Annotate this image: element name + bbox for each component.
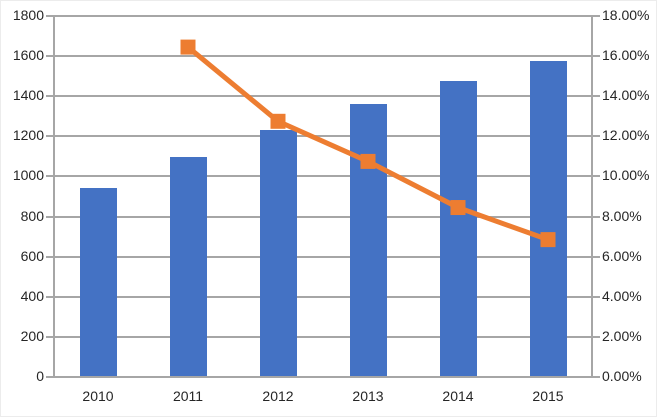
left-y-axis-tick-label: 600 (20, 247, 44, 264)
x-axis-category-label: 2015 (532, 388, 564, 404)
right-axis-tick (593, 175, 600, 178)
right-y-axis-tick-label: 16.00% (602, 47, 650, 64)
right-axis-tick (593, 135, 600, 138)
right-y-axis-tick-label: 12.00% (602, 127, 650, 144)
bar-2012 (259, 130, 297, 376)
x-axis-category-label: 2010 (82, 388, 114, 404)
left-y-axis-tick-label: 1800 (12, 7, 44, 23)
right-y-axis-tick-label: 2.00% (602, 327, 642, 344)
growth-rate-line (180, 39, 556, 248)
bar-2015 (529, 61, 567, 376)
bar-2010 (79, 188, 117, 376)
left-axis-tick (46, 95, 53, 98)
y-gridline (53, 215, 593, 218)
right-axis-tick (593, 15, 600, 17)
bar-2011 (169, 157, 207, 376)
right-axis-tick (593, 376, 600, 378)
right-axis-tick (593, 335, 600, 338)
left-axis-tick (46, 376, 53, 378)
right-axis-tick (593, 255, 600, 258)
right-y-axis-line (591, 15, 593, 378)
left-axis-tick (46, 15, 53, 17)
plot-area (53, 15, 593, 376)
right-y-axis-tick-label: 14.00% (602, 87, 650, 104)
right-y-axis-tick-label: 0.00% (602, 368, 642, 384)
left-y-axis-tick-label: 1600 (12, 47, 44, 64)
x-axis-category-label: 2012 (262, 388, 294, 404)
y-gridline (53, 335, 593, 338)
left-y-axis-tick-label: 1000 (12, 167, 44, 184)
right-y-axis-tick-label: 10.00% (602, 167, 650, 184)
left-axis-tick (46, 255, 53, 258)
square-marker (180, 39, 196, 55)
y-gridline (53, 55, 593, 58)
right-y-axis-tick-label: 4.00% (602, 287, 642, 304)
left-y-axis-tick-label: 800 (20, 207, 44, 224)
left-y-axis-line (53, 15, 55, 378)
left-axis-tick (46, 135, 53, 138)
y-gridline (53, 15, 593, 17)
y-gridline (53, 255, 593, 258)
left-y-axis-tick-label: 0 (36, 368, 44, 384)
left-y-axis-tick-label: 400 (20, 287, 44, 304)
y-gridline (53, 175, 593, 178)
y-gridline (53, 95, 593, 98)
x-axis-line (53, 376, 593, 378)
right-y-axis-tick-label: 18.00% (602, 7, 650, 23)
x-axis-category-label: 2013 (352, 388, 384, 404)
x-axis-category-label: 2014 (442, 388, 474, 404)
bar-2014 (439, 81, 477, 376)
left-axis-tick (46, 215, 53, 218)
right-axis-tick (593, 55, 600, 58)
left-axis-tick (46, 295, 53, 298)
left-y-axis-tick-label: 1400 (12, 87, 44, 104)
right-y-axis-tick-label: 8.00% (602, 207, 642, 224)
right-y-axis-tick-label: 6.00% (602, 247, 642, 264)
bar-2013 (349, 104, 387, 376)
left-axis-tick (46, 335, 53, 338)
square-marker (270, 113, 286, 129)
right-axis-tick (593, 215, 600, 218)
y-gridline (53, 135, 593, 138)
right-axis-tick (593, 95, 600, 98)
left-axis-tick (46, 175, 53, 178)
right-axis-tick (593, 295, 600, 298)
left-axis-tick (46, 55, 53, 58)
x-axis-category-label: 2011 (172, 388, 204, 404)
y-gridline (53, 295, 593, 298)
left-y-axis-tick-label: 1200 (12, 127, 44, 144)
left-y-axis-tick-label: 200 (20, 327, 44, 344)
